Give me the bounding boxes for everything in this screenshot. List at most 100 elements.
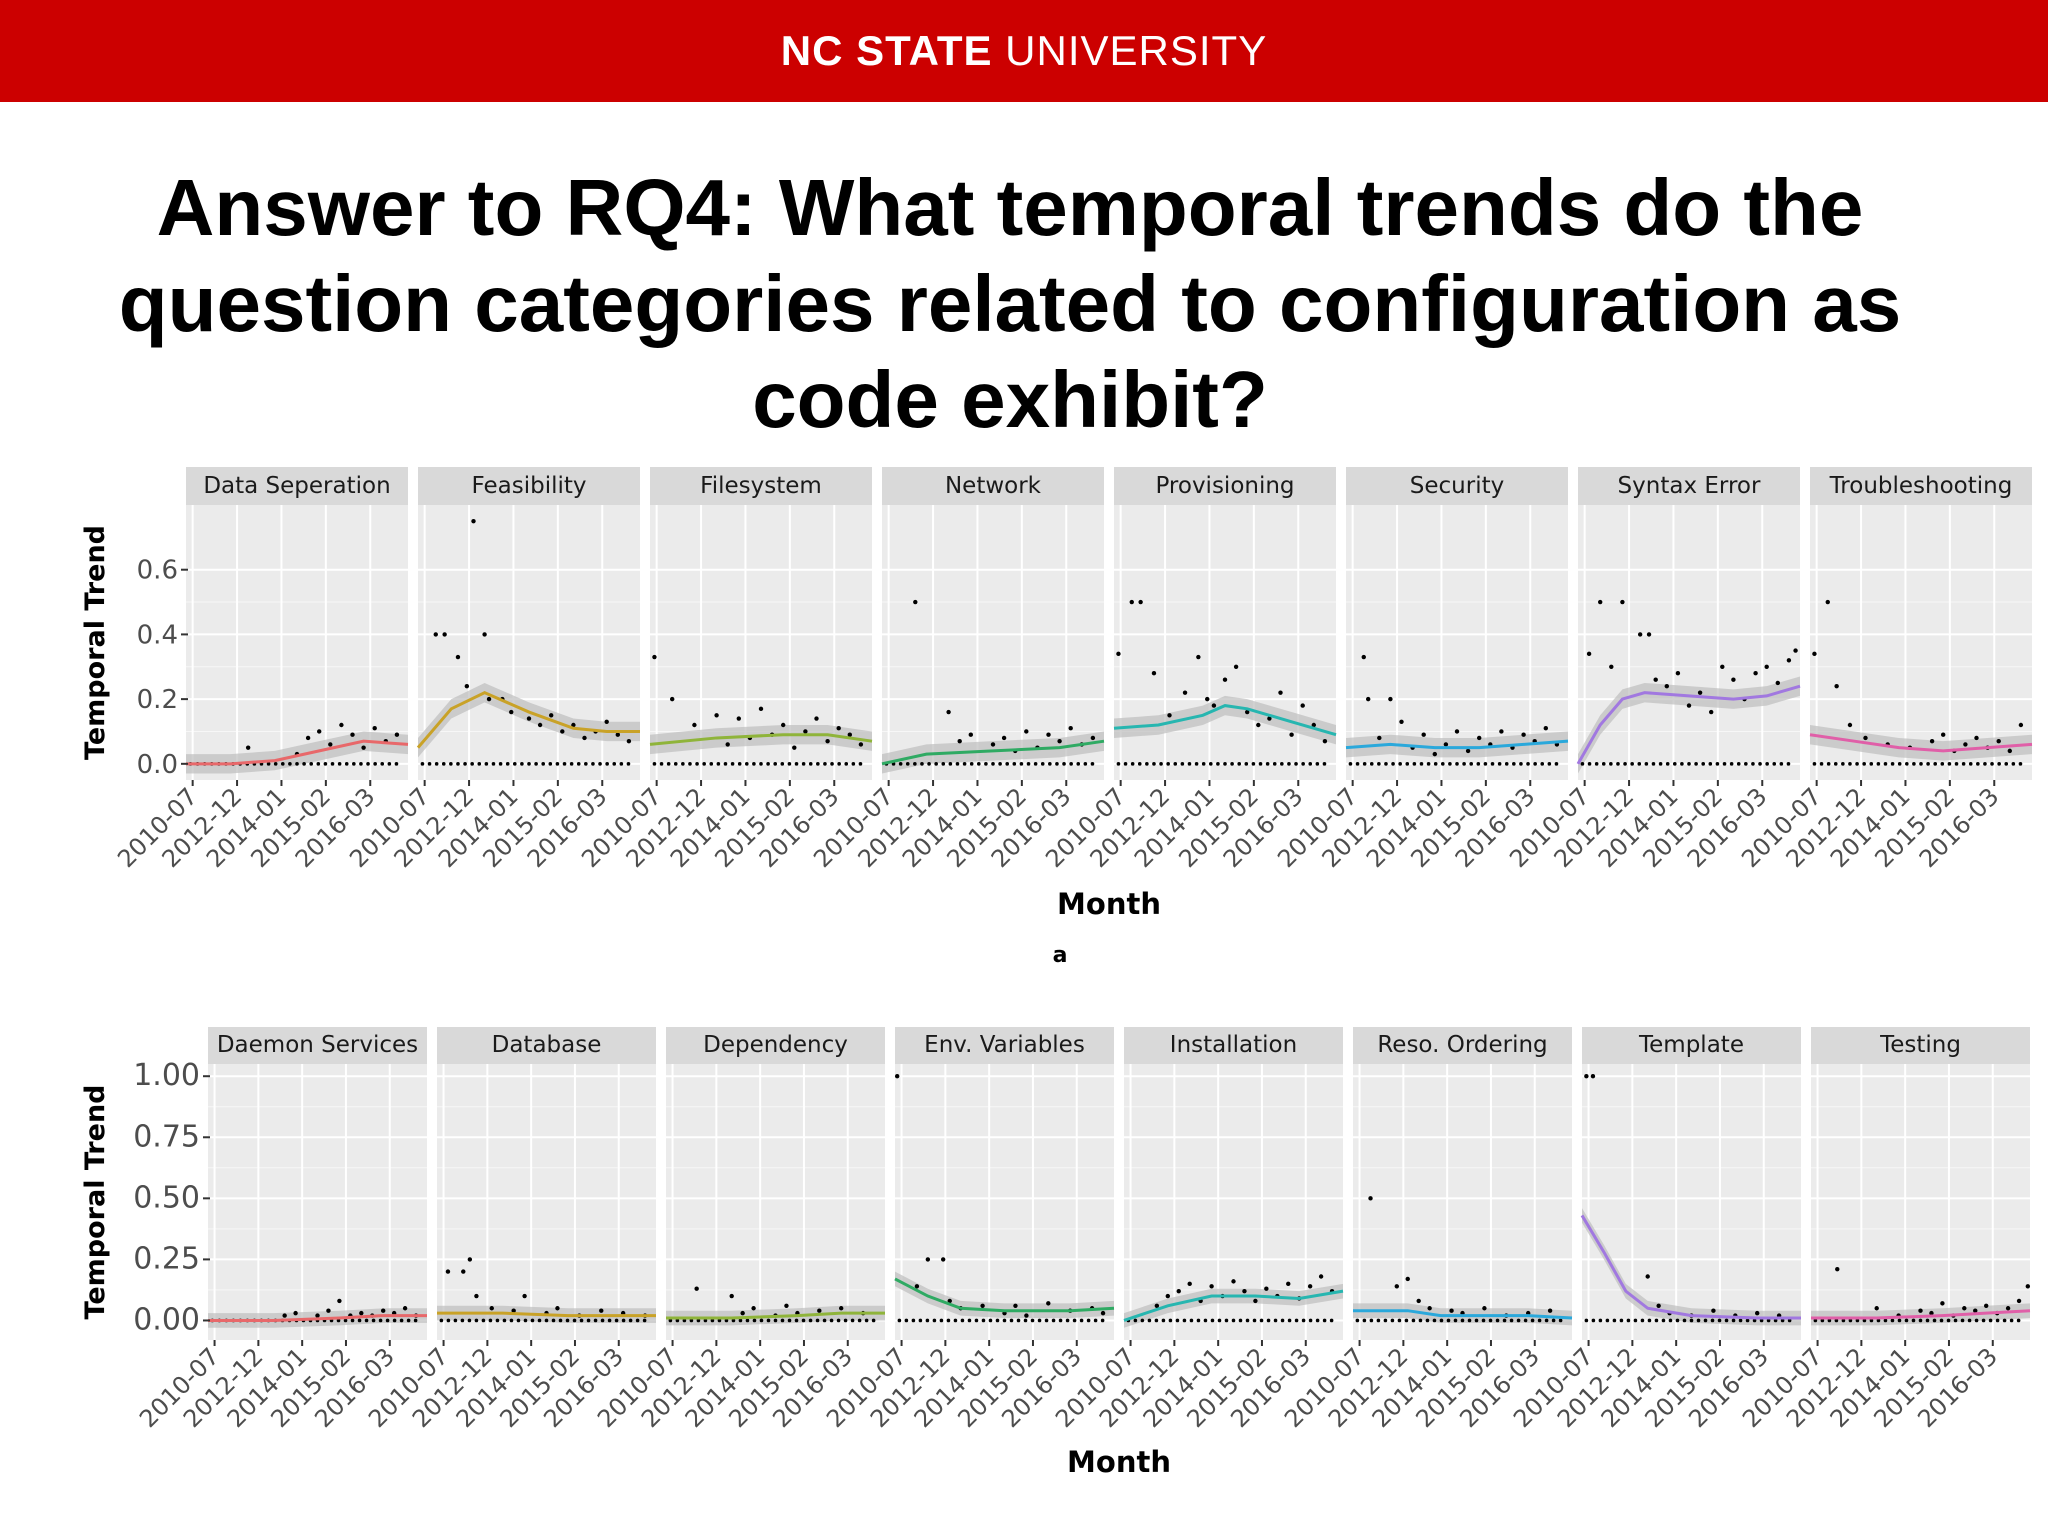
data-point bbox=[502, 1318, 507, 1323]
data-point bbox=[378, 1318, 383, 1323]
data-point bbox=[1686, 703, 1692, 708]
data-point bbox=[1736, 762, 1741, 766]
data-point bbox=[1446, 1318, 1451, 1323]
data-point bbox=[1002, 1318, 1007, 1323]
data-point bbox=[371, 1318, 376, 1323]
data-point bbox=[394, 732, 400, 737]
facet-strip bbox=[1810, 467, 2032, 505]
data-point bbox=[1591, 1318, 1596, 1323]
data-point bbox=[1512, 762, 1516, 766]
data-point bbox=[537, 722, 543, 728]
data-point bbox=[522, 1293, 527, 1299]
data-point bbox=[1644, 762, 1649, 766]
data-point bbox=[1594, 762, 1599, 766]
data-point bbox=[974, 1318, 979, 1323]
panel-background bbox=[437, 1064, 656, 1340]
data-point bbox=[814, 716, 819, 721]
data-point bbox=[461, 1269, 466, 1274]
data-point bbox=[731, 1318, 736, 1323]
data-point bbox=[406, 1318, 411, 1323]
data-point bbox=[1841, 762, 1845, 766]
facet-strip bbox=[666, 1027, 885, 1064]
data-point bbox=[1651, 762, 1656, 766]
data-point bbox=[309, 762, 314, 766]
data-point bbox=[1065, 1318, 1070, 1323]
data-point bbox=[463, 762, 467, 766]
data-point bbox=[1369, 762, 1374, 766]
data-point bbox=[1151, 671, 1157, 676]
data-point bbox=[1961, 762, 1966, 766]
data-point bbox=[836, 1318, 841, 1323]
y-tick-label: 1.00 bbox=[133, 1058, 200, 1093]
facet-strip bbox=[1124, 1027, 1343, 1064]
panel-background bbox=[1353, 1064, 1572, 1340]
data-point bbox=[1744, 762, 1748, 766]
data-point bbox=[427, 762, 432, 766]
data-point bbox=[1925, 1318, 1930, 1323]
data-point bbox=[460, 1318, 465, 1323]
data-point bbox=[1731, 677, 1736, 682]
brand-light: UNIVERSITY bbox=[992, 27, 1268, 74]
data-point bbox=[904, 1318, 909, 1323]
data-point bbox=[537, 1318, 542, 1323]
data-point bbox=[1258, 762, 1263, 766]
data-point bbox=[1646, 632, 1652, 637]
data-point bbox=[998, 762, 1002, 766]
trend-line bbox=[881, 739, 1105, 766]
data-point bbox=[716, 762, 721, 766]
data-point bbox=[1786, 762, 1791, 766]
data-point bbox=[1876, 762, 1881, 766]
data-point bbox=[1745, 1318, 1750, 1323]
data-point bbox=[1772, 762, 1777, 766]
data-point bbox=[464, 683, 470, 689]
data-point bbox=[628, 1318, 633, 1323]
data-point bbox=[1626, 1318, 1631, 1323]
data-point bbox=[1439, 1318, 1444, 1323]
data-point bbox=[576, 762, 581, 766]
data-point bbox=[1620, 599, 1625, 605]
data-point bbox=[1233, 664, 1239, 669]
data-point bbox=[565, 1318, 570, 1323]
data-point bbox=[2016, 1298, 2022, 1304]
data-point bbox=[1322, 1318, 1327, 1323]
data-point bbox=[1300, 703, 1305, 708]
data-point bbox=[505, 762, 510, 766]
data-point bbox=[1076, 762, 1081, 766]
data-point bbox=[1940, 1301, 1945, 1306]
data-point bbox=[1055, 762, 1059, 766]
data-point bbox=[1245, 1318, 1250, 1323]
data-point bbox=[512, 762, 517, 766]
data-point bbox=[582, 735, 587, 741]
data-point bbox=[652, 654, 657, 660]
data-point bbox=[1454, 729, 1460, 734]
data-point bbox=[1883, 762, 1888, 766]
data-point bbox=[1929, 1310, 1934, 1316]
data-point bbox=[1558, 1318, 1563, 1323]
data-point bbox=[1697, 690, 1703, 695]
data-point bbox=[605, 762, 609, 766]
data-point bbox=[1834, 683, 1839, 689]
facet-label: Provisioning bbox=[1155, 473, 1294, 499]
trend-line bbox=[1345, 739, 1569, 750]
data-point bbox=[808, 1318, 813, 1323]
data-point bbox=[844, 762, 849, 766]
data-point bbox=[1318, 1274, 1324, 1279]
data-point bbox=[1764, 664, 1769, 669]
data-point bbox=[527, 762, 531, 766]
data-point bbox=[1404, 1318, 1409, 1323]
data-point bbox=[1932, 1318, 1937, 1323]
facet-label: Troubleshooting bbox=[1829, 473, 2013, 499]
data-point bbox=[1362, 1318, 1367, 1323]
trend-line bbox=[1809, 733, 2033, 753]
data-point bbox=[934, 762, 938, 766]
confidence-band bbox=[1346, 731, 1568, 758]
data-point bbox=[482, 632, 487, 637]
data-point bbox=[1307, 1284, 1313, 1289]
data-point bbox=[1322, 738, 1328, 744]
data-point bbox=[766, 1318, 771, 1323]
data-point bbox=[1165, 1293, 1171, 1299]
data-point bbox=[857, 1318, 862, 1323]
confidence-band bbox=[1582, 1208, 1801, 1326]
data-point bbox=[1780, 1318, 1785, 1323]
data-point bbox=[766, 762, 770, 766]
